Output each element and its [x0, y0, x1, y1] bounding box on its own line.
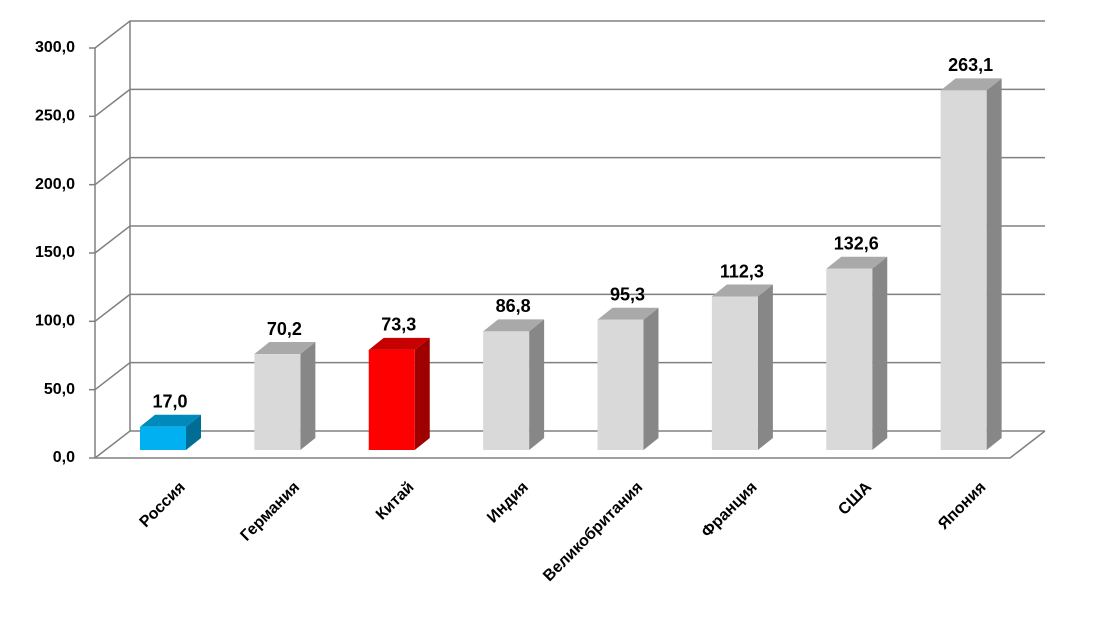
bar-top: [597, 307, 659, 320]
value-label: 263,1: [948, 55, 993, 75]
grid-line: [94, 361, 1045, 391]
y-tick-label: 50,0: [44, 381, 75, 398]
grid-line: [94, 88, 1045, 117]
value-label: 17,0: [152, 392, 187, 412]
bar: [826, 256, 888, 450]
bar-top: [368, 337, 430, 350]
bar-front: [826, 268, 873, 450]
bar-side: [186, 414, 201, 450]
x-tick-label: Япония: [935, 479, 989, 533]
value-label: 86,8: [496, 296, 531, 316]
bar: [711, 284, 773, 450]
bar-front: [483, 331, 530, 450]
bar-front: [940, 90, 987, 451]
grid-line: [94, 156, 1045, 186]
y-tick-label: 0,0: [53, 449, 75, 466]
x-tick-label: Великобритания: [540, 479, 646, 585]
bar-top: [254, 342, 316, 355]
x-tick-label: Россия: [137, 479, 189, 531]
y-tick-label: 200,0: [35, 176, 75, 193]
bar: [254, 342, 316, 450]
grid-line: [94, 20, 1045, 49]
grid-line: [94, 225, 1045, 254]
x-tick-label: США: [835, 478, 875, 518]
value-label: 70,2: [267, 319, 302, 339]
x-tick-label: Индия: [484, 479, 532, 527]
value-label: 73,3: [381, 315, 416, 335]
bar-side: [414, 337, 430, 450]
x-tick-label: Китай: [373, 479, 418, 524]
bar: [368, 337, 430, 450]
bar-side: [300, 342, 316, 450]
bar-front: [711, 296, 758, 450]
bar: [940, 78, 1002, 451]
bar-side: [757, 284, 773, 450]
y-tick-label: 150,0: [35, 244, 75, 261]
bar-front: [254, 354, 301, 450]
x-tick-label: Германия: [237, 479, 303, 545]
bar-side: [643, 307, 659, 450]
bar-side: [529, 319, 545, 450]
bar-top: [826, 256, 888, 269]
bar-top: [711, 284, 773, 297]
y-tick-label: 250,0: [35, 108, 75, 125]
bar: [597, 307, 659, 450]
bar-top: [140, 414, 201, 427]
bar-front: [597, 319, 644, 450]
value-label: 132,6: [834, 234, 879, 254]
grid-line: [94, 293, 1045, 322]
y-tick-label: 300,0: [35, 39, 75, 56]
bar: [483, 319, 545, 450]
bar-side: [872, 256, 888, 450]
bar: [140, 414, 201, 450]
value-label: 95,3: [610, 285, 645, 305]
bar-front: [140, 426, 186, 450]
bar-side: [986, 78, 1002, 451]
floor-edge: [95, 430, 1046, 459]
grid-line: [94, 430, 1045, 459]
value-label: 112,3: [720, 261, 764, 281]
bar-top: [483, 319, 545, 332]
x-tick-label: Франция: [698, 479, 760, 541]
bar-front: [368, 349, 415, 450]
bar-top: [940, 78, 1002, 91]
y-tick-label: 100,0: [35, 313, 75, 330]
